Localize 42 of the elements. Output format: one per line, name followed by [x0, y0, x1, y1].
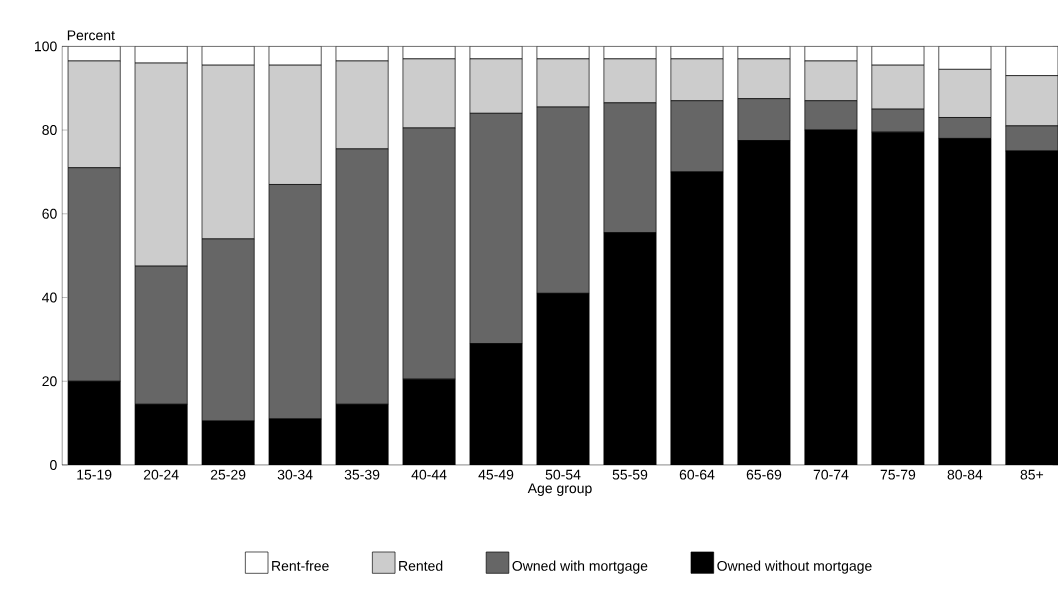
bar: [938, 69, 992, 118]
bar: [67, 60, 121, 169]
y-tick-label: 20: [42, 376, 57, 387]
x-tick-label: 65-69: [746, 469, 782, 480]
legend-label: Rented: [399, 560, 443, 571]
x-tick-label: 35-39: [344, 469, 380, 480]
x-tick-label: 70-74: [813, 469, 849, 480]
y-tick-label: 80: [42, 125, 57, 136]
bar: [1005, 75, 1058, 127]
y-tick-label: 100: [35, 41, 57, 52]
bar: [201, 64, 255, 240]
bar: [268, 64, 322, 185]
y-tick-label: 40: [42, 292, 57, 303]
x-tick-label: 15-19: [77, 469, 112, 480]
bar: [804, 60, 858, 102]
x-tick-label: 20-24: [143, 469, 179, 480]
x-tick-label: 55-59: [612, 469, 648, 480]
x-tick-label: 25-29: [210, 469, 246, 480]
x-tick-label: 85+: [1020, 469, 1044, 480]
y-tick-label: 0: [50, 460, 57, 470]
x-axis-title: Age group: [527, 483, 592, 496]
bar: [737, 58, 791, 99]
bar: [603, 58, 657, 104]
x-tick-label: 40-44: [411, 469, 447, 480]
bar: [402, 58, 456, 129]
x-tick-label: 45-49: [478, 469, 514, 480]
bar: [335, 60, 389, 150]
legend-label: Rent-free: [272, 560, 329, 571]
bar: [670, 58, 724, 102]
x-tick-label: 30-34: [277, 469, 313, 480]
legend-label: Owned without mortgage: [717, 560, 872, 574]
bar: [871, 64, 925, 110]
bar: [536, 58, 590, 108]
x-tick-label: 80-84: [947, 469, 983, 480]
x-tick-label: 50-54: [545, 469, 581, 480]
legend-label: Owned with mortgage: [512, 560, 648, 574]
bar: [469, 58, 523, 114]
bar: [134, 62, 188, 267]
x-tick-label: 75-79: [880, 469, 916, 480]
y-axis-title: Percent: [67, 30, 115, 41]
y-tick-label: 60: [42, 208, 57, 219]
x-tick-label: 60-64: [679, 469, 715, 480]
